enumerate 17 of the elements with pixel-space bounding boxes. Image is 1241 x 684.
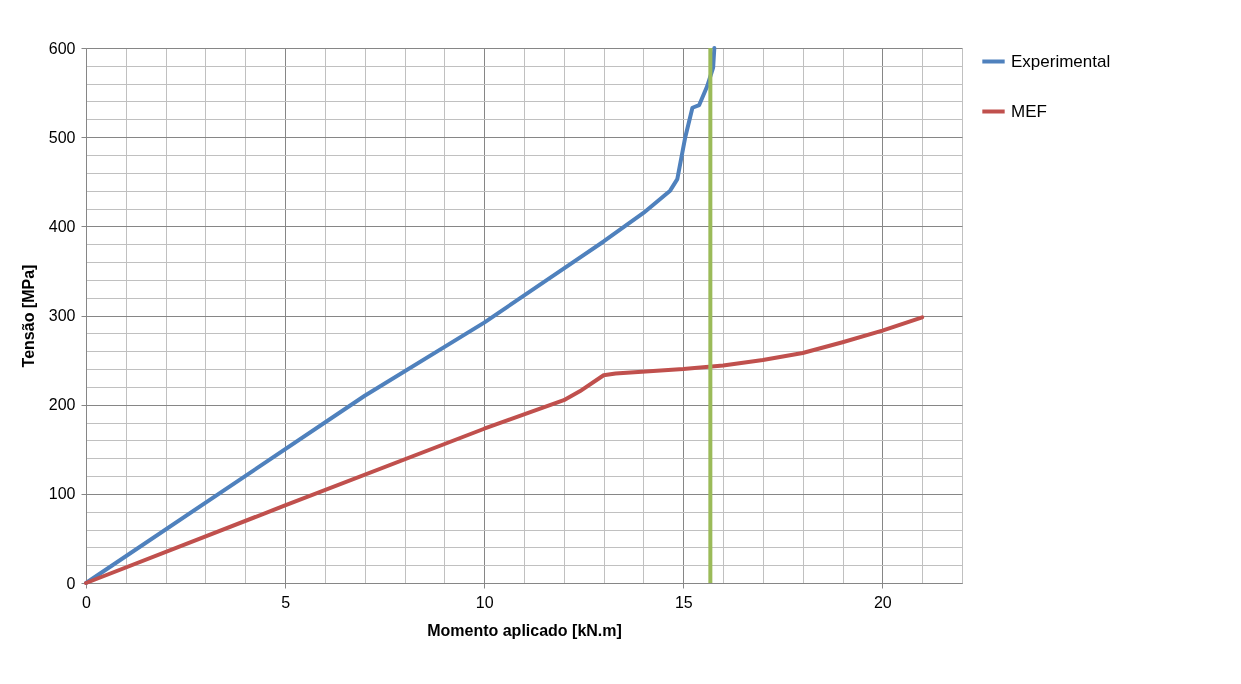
y-tick-label: 300 bbox=[48, 307, 76, 324]
x-axis-title: Momento aplicado [kN.m] bbox=[427, 621, 622, 639]
x-tick-label: 15 bbox=[674, 593, 693, 611]
y-tick-label: 200 bbox=[48, 396, 76, 414]
line-series bbox=[84, 315, 925, 585]
y-axis-title: Tensão [MPa] bbox=[19, 264, 37, 368]
y-tick-label: 0 bbox=[66, 574, 76, 592]
x-tick-label: 10 bbox=[475, 593, 494, 611]
y-tick-label: 100 bbox=[48, 485, 76, 503]
x-tick-label: 5 bbox=[281, 593, 291, 611]
y-tick-label: 400 bbox=[48, 217, 76, 235]
x-tick-label: 0 bbox=[82, 593, 92, 611]
x-tick-label: 20 bbox=[873, 593, 892, 611]
legend-label: MEF bbox=[1011, 101, 1047, 121]
legend-label: Experimental bbox=[1011, 51, 1111, 71]
y-tick-label: 600 bbox=[48, 39, 76, 57]
y-tick-label: 500 bbox=[48, 128, 76, 146]
